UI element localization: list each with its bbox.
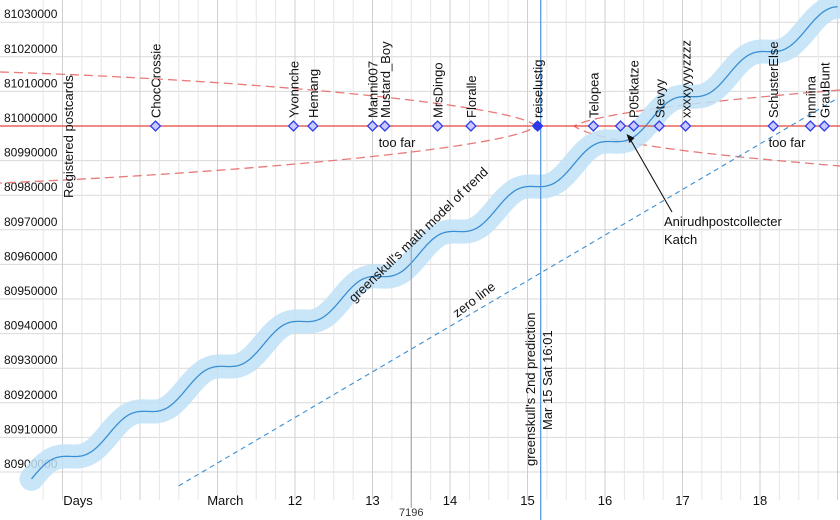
- user-marker: [679, 120, 692, 132]
- x-tick-label: March: [207, 493, 243, 508]
- user-name-label: Hemang: [306, 69, 321, 118]
- annotation-line1: Anirudhpostcollecter: [664, 214, 782, 229]
- user-markers: ChocCrossie Yvonnche Hemang Manni007Mustard…: [149, 40, 832, 132]
- x-tick-label: 12: [288, 493, 302, 508]
- user-name-label: Stevyy: [652, 78, 667, 118]
- y-tick-label: 80990000: [4, 146, 58, 160]
- y-tick-label: 80930000: [4, 353, 58, 367]
- user-marker: [818, 120, 831, 132]
- user-name-label: Mustard_Boy: [378, 41, 393, 118]
- annotation-arrow-head: [626, 134, 635, 143]
- y-tick-label: 80980000: [4, 180, 58, 194]
- dashed-curve-left: [0, 71, 537, 184]
- annotation-arrow-line: [629, 137, 673, 213]
- user-marker: [614, 120, 627, 132]
- user-name-label: Telopea: [586, 72, 601, 118]
- user-marker: [379, 120, 391, 132]
- user-marker: [465, 120, 477, 132]
- user-name-label: SchusterElse: [766, 41, 781, 118]
- marker-7196-label: 7196: [399, 507, 423, 519]
- user-name-label: nnniina: [803, 75, 818, 118]
- y-axis-ticks: 8090000080910000809200008093000080940000…: [4, 7, 58, 471]
- user-name-label: GrauBunt: [817, 62, 832, 118]
- user-name-label: reiselustig: [531, 59, 546, 118]
- y-tick-label: 80940000: [4, 319, 58, 333]
- zero-line-label: zero line: [450, 279, 498, 321]
- user-name-label: Floralle: [464, 75, 479, 118]
- user-marker: [627, 120, 640, 132]
- user-marker: [653, 120, 666, 132]
- trend-line: [31, 6, 838, 480]
- x-tick-label: 16: [598, 493, 612, 508]
- y-tick-label: 80970000: [4, 215, 58, 229]
- target-label: Registered postcards: [61, 75, 76, 198]
- zero-line: [178, 97, 838, 487]
- y-tick-label: 80960000: [4, 249, 58, 263]
- user-name-label: xxxxyyyyzzzz: [679, 40, 694, 118]
- too-far-right-label: too far: [769, 135, 807, 150]
- x-tick-label: 15: [520, 493, 534, 508]
- x-axis-ticks: Days March 12 13 14 15 16 17 18: [63, 493, 767, 508]
- prediction-label-line1: greenskull's 2nd prediction: [523, 312, 538, 466]
- user-marker: [366, 120, 379, 132]
- y-tick-label: 80920000: [4, 388, 58, 402]
- x-tick-label: 14: [443, 493, 457, 508]
- y-tick-label: 81000000: [4, 111, 58, 125]
- x-tick-label: 18: [753, 493, 767, 508]
- user-name-label: ChocCrossie: [149, 44, 164, 118]
- annotation-line2: Katch: [664, 232, 697, 247]
- trend: [19, 0, 840, 491]
- user-marker: [587, 120, 600, 132]
- x-tick-label: Days: [63, 493, 93, 508]
- user-marker: [431, 120, 444, 132]
- y-tick-label: 81020000: [4, 42, 58, 56]
- grid: [0, 0, 840, 500]
- user-name-label: Yvonnche: [286, 61, 301, 118]
- user-marker: [149, 120, 162, 132]
- user-name-label: MrsDingo: [431, 62, 446, 118]
- x-tick-label: 17: [675, 493, 689, 508]
- user-marker: [804, 120, 817, 132]
- user-marker: [287, 120, 300, 132]
- user-marker: [306, 120, 319, 132]
- y-tick-label: 81030000: [4, 7, 58, 21]
- y-tick-label: 80950000: [4, 284, 58, 298]
- user-name-label: P05tkatze: [627, 60, 642, 118]
- y-tick-label: 80910000: [4, 422, 58, 436]
- prediction-label-line2: Mar 15 Sat 16:01: [540, 330, 555, 430]
- reiselustig-highlight: [533, 121, 543, 131]
- user-name-label: Manni007: [366, 61, 381, 118]
- user-marker: [767, 120, 780, 132]
- too-far-left-label: too far: [379, 135, 417, 150]
- y-tick-label: 81010000: [4, 76, 58, 90]
- x-tick-label: 13: [365, 493, 379, 508]
